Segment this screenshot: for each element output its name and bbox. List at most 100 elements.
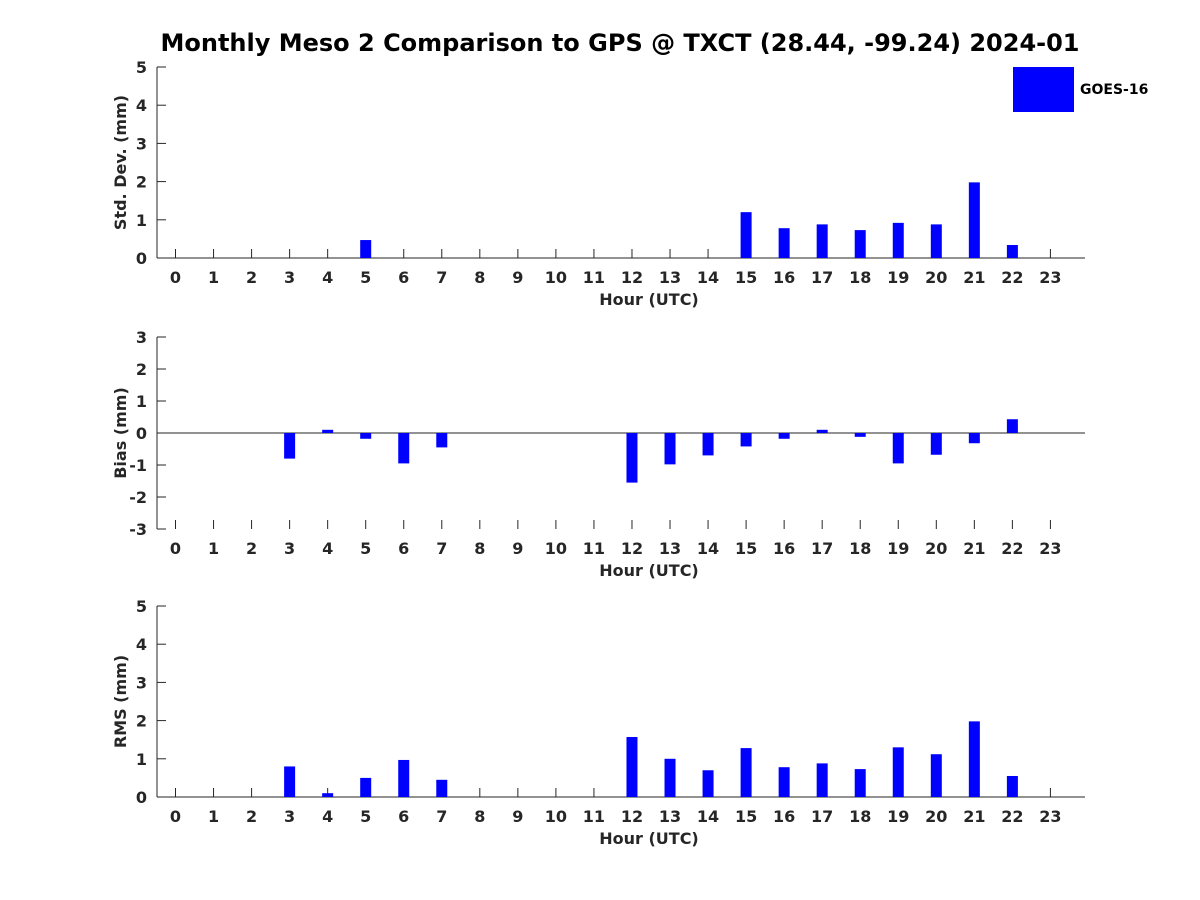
x-tick-label: 17 [811,807,833,826]
x-tick-label: 2 [246,539,257,558]
bar [930,754,942,797]
x-tick-label: 10 [545,539,567,558]
bar [360,433,372,439]
x-tick-label: 9 [512,807,523,826]
bar [360,240,372,258]
bar [778,433,790,439]
x-tick-label: 3 [284,539,295,558]
x-tick-label: 17 [811,268,833,287]
bar [816,224,828,258]
bar [854,769,866,797]
y-tick-label: 1 [136,392,147,411]
x-tick-label: 3 [284,268,295,287]
x-tick-label: 6 [398,807,409,826]
x-tick-label: 22 [1001,807,1023,826]
bar [968,433,980,444]
x-tick-label: 1 [208,807,219,826]
bar [892,222,904,258]
y-tick-label: 5 [136,597,147,616]
x-tick-label: 0 [170,268,181,287]
bar [626,433,638,483]
x-tick-label: 10 [545,807,567,826]
x-tick-label: 16 [773,807,795,826]
x-tick-label: 9 [512,268,523,287]
x-tick-label: 6 [398,268,409,287]
bar [398,433,410,464]
x-tick-label: 11 [583,268,605,287]
bar [968,182,980,258]
x-tick-label: 8 [474,807,485,826]
x-tick-label: 22 [1001,539,1023,558]
bar [360,777,372,797]
legend-label: GOES-16 [1080,82,1148,98]
bar [702,770,714,797]
bar [664,433,676,465]
x-tick-label: 20 [925,268,947,287]
x-tick-label: 19 [887,268,909,287]
y-tick-label: 5 [136,58,147,77]
legend-swatch [1013,67,1074,112]
x-tick-label: 1 [208,268,219,287]
y-tick-label: 3 [136,134,147,153]
bar [436,433,448,448]
x-tick-label: 9 [512,539,523,558]
y-tick-label: 2 [136,712,147,731]
bar [854,230,866,258]
x-tick-label: 10 [545,268,567,287]
x-tick-label: 16 [773,268,795,287]
y-tick-label: 1 [136,211,147,230]
x-tick-label: 18 [849,268,871,287]
x-tick-label: 12 [621,807,643,826]
x-tick-label: 21 [963,807,985,826]
x-tick-label: 18 [849,539,871,558]
x-tick-label: 22 [1001,268,1023,287]
y-tick-label: -3 [129,520,147,539]
x-axis-title: Hour (UTC) [599,290,699,309]
x-tick-label: 23 [1039,807,1061,826]
x-tick-label: 13 [659,539,681,558]
bar [1006,775,1018,797]
y-tick-label: 0 [136,424,147,443]
x-tick-label: 11 [583,539,605,558]
x-tick-label: 14 [697,268,719,287]
bar [854,433,866,437]
x-tick-label: 15 [735,807,757,826]
bar [1006,419,1018,433]
x-tick-label: 19 [887,539,909,558]
x-tick-label: 13 [659,807,681,826]
x-tick-label: 20 [925,807,947,826]
x-tick-label: 14 [697,807,719,826]
bar [930,433,942,455]
bar [816,429,828,433]
bar [284,766,296,797]
x-tick-label: 13 [659,268,681,287]
x-tick-label: 21 [963,268,985,287]
x-tick-label: 20 [925,539,947,558]
x-tick-label: 11 [583,807,605,826]
page-title: Monthly Meso 2 Comparison to GPS @ TXCT … [160,29,1080,57]
bar [892,433,904,464]
y-tick-label: 2 [136,360,147,379]
x-tick-label: 8 [474,268,485,287]
x-tick-label: 4 [322,268,333,287]
y-tick-label: 0 [136,249,147,268]
bar [436,779,448,797]
bar [626,737,638,797]
y-tick-label: 2 [136,173,147,192]
x-axis-title: Hour (UTC) [599,829,699,848]
y-tick-label: 4 [136,635,147,654]
x-tick-label: 4 [322,807,333,826]
x-axis-title: Hour (UTC) [599,561,699,580]
x-tick-label: 17 [811,539,833,558]
x-tick-label: 5 [360,539,371,558]
y-tick-label: 3 [136,328,147,347]
x-tick-label: 7 [436,807,447,826]
x-tick-label: 1 [208,539,219,558]
x-tick-label: 14 [697,539,719,558]
x-tick-label: 7 [436,539,447,558]
x-tick-label: 19 [887,807,909,826]
x-tick-label: 12 [621,268,643,287]
